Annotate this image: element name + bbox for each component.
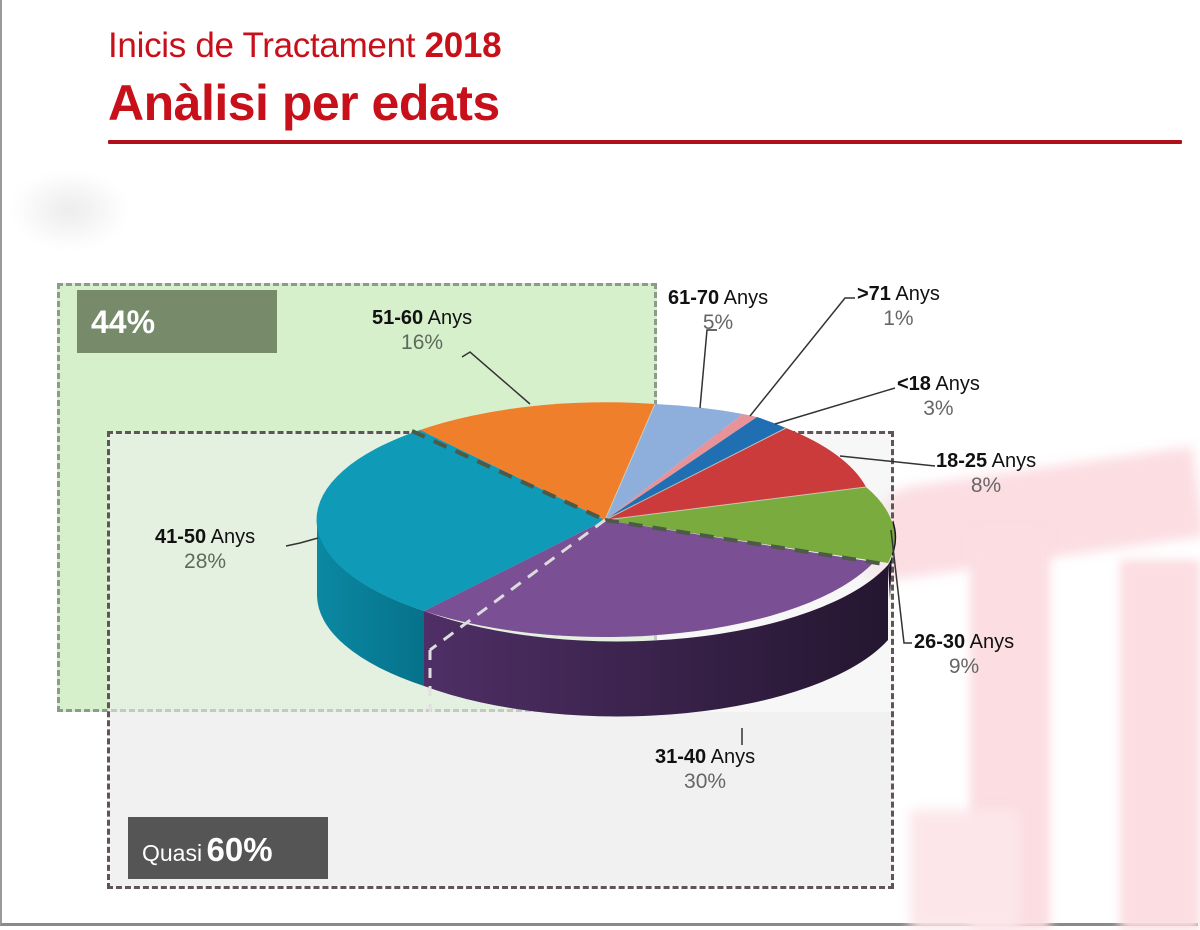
- slice-41-50: [316, 430, 605, 611]
- label-41-50: 41-50 Anys 28%: [155, 526, 256, 573]
- slice-gt71: [605, 414, 757, 520]
- leader-gt71: [749, 297, 855, 417]
- slice-61-70: [605, 404, 743, 520]
- leader-51-60: [461, 351, 531, 405]
- slice-lt18: [605, 417, 786, 520]
- slice-26-30: [605, 487, 895, 563]
- group-60-badge: Quasi 60%: [128, 817, 328, 879]
- group-60-dash-pie-top: [604, 518, 891, 567]
- leader-26-30: [890, 529, 912, 644]
- label-51-60: 51-60 Anys 16%: [372, 307, 473, 354]
- slice-51-60: [420, 402, 655, 520]
- slide-subtitle: Inicis de Tractament 2018: [108, 26, 502, 65]
- label-61-70: 61-70 Anys 5%: [668, 287, 769, 334]
- label-26-30: 26-30 Anys 9%: [914, 631, 1015, 678]
- slice-side-41-50: [317, 520, 424, 686]
- leader-61-70: [699, 329, 717, 409]
- slice-31-40: [424, 520, 874, 638]
- label-31-40: 31-40 Anys 30%: [655, 746, 756, 793]
- label-lt18: <18 Anys 3%: [897, 373, 980, 420]
- group-60-prefix: Quasi: [142, 840, 203, 866]
- background-watermark-logo: [820, 430, 1200, 930]
- group-60-dash-pie-split: [429, 518, 606, 652]
- group-60-value: 60%: [206, 831, 273, 868]
- leader-18-25: [839, 455, 936, 467]
- group-44-badge: 44%: [77, 290, 277, 353]
- leader-41-50: [285, 537, 319, 547]
- leader-lt18: [774, 387, 896, 425]
- label-gt71: >71 Anys 1%: [857, 283, 940, 330]
- title-underline: [108, 140, 1182, 144]
- background-watermark-left: [10, 170, 130, 250]
- slice-18-25: [605, 428, 866, 520]
- slide-title: Anàlisi per edats: [108, 75, 500, 131]
- label-18-25: 18-25 Anys 8%: [936, 450, 1037, 497]
- slice-side-31-40: [424, 565, 888, 717]
- group-44-dash-pie: [411, 429, 606, 522]
